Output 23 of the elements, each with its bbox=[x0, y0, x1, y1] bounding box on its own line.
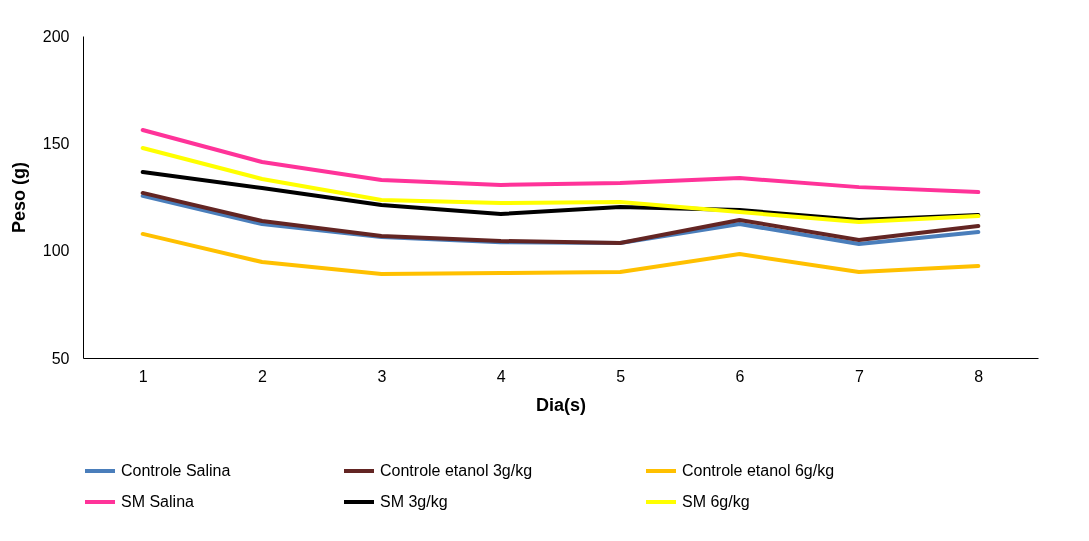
y-axis-title: Peso (g) bbox=[8, 161, 29, 234]
legend-label: SM Salina bbox=[121, 493, 195, 510]
y-tick-label: 200 bbox=[42, 27, 70, 45]
legend-label: SM 6g/kg bbox=[682, 493, 750, 510]
x-tick-label: 2 bbox=[258, 367, 268, 385]
x-tick-label: 5 bbox=[616, 367, 626, 385]
y-tick-label: 50 bbox=[51, 349, 70, 367]
legend-label: Controle etanol 3g/kg bbox=[380, 462, 533, 479]
line-series bbox=[140, 146, 981, 225]
legend-label: Controle etanol 6g/kg bbox=[682, 462, 835, 479]
x-tick-label: 3 bbox=[377, 367, 387, 385]
line-series bbox=[140, 231, 981, 277]
x-tick-label: 8 bbox=[974, 367, 984, 385]
x-tick-label: 4 bbox=[496, 367, 506, 385]
legend-label: Controle Salina bbox=[121, 462, 231, 479]
line-series bbox=[140, 128, 981, 195]
x-tick-label: 7 bbox=[854, 367, 864, 385]
x-tick-label: 1 bbox=[138, 367, 148, 385]
y-tick-label: 150 bbox=[42, 134, 70, 152]
y-tick-label: 100 bbox=[42, 242, 70, 260]
x-axis-title: Dia(s) bbox=[535, 394, 587, 415]
x-tick-label: 6 bbox=[735, 367, 745, 385]
legend-label: SM 3g/kg bbox=[380, 493, 448, 510]
